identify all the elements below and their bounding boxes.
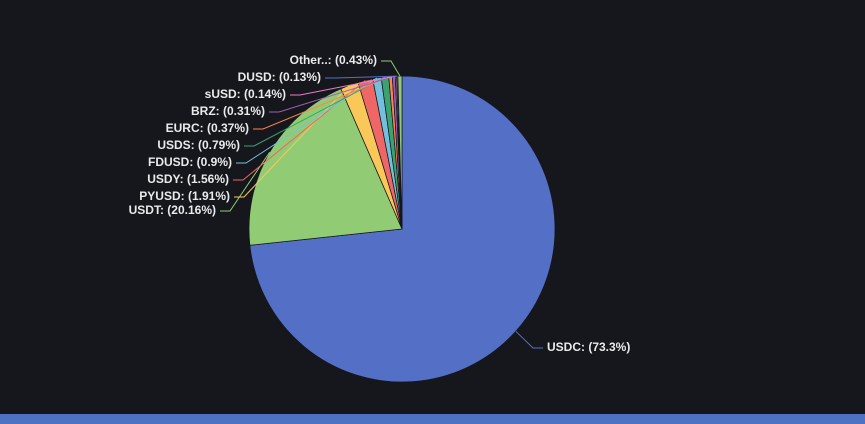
pie-label-susd: sUSD: (0.14%) <box>205 87 286 101</box>
pie-leader-line-usdc <box>515 330 543 349</box>
pie-label-brz: BRZ: (0.31%) <box>191 104 265 118</box>
pie-label-usdc: USDC: (73.3%) <box>547 340 630 354</box>
pie-label-other: Other..: (0.43%) <box>290 53 377 67</box>
pie-label-usds: USDS: (0.79%) <box>157 138 240 152</box>
pie-label-usdt: USDT: (20.16%) <box>129 203 216 217</box>
bottom-progress-bar <box>0 414 865 424</box>
pie-slice-other[interactable] <box>397 75 403 230</box>
pie-leader-line-susd <box>290 75 396 96</box>
pie-leader-line-usdy <box>233 80 366 181</box>
pie-leader-line-dusd <box>325 75 398 79</box>
pie-label-dusd: DUSD: (0.13%) <box>238 70 321 84</box>
pie-label-eurc: EURC: (0.37%) <box>166 121 249 135</box>
pie-label-fdusd: FDUSD: (0.9%) <box>148 155 232 169</box>
pie-leader-line-other <box>381 60 401 77</box>
pie-label-pyusd: PYUSD: (1.91%) <box>139 189 230 203</box>
pie-slice-usdt[interactable] <box>248 88 403 246</box>
pie-leader-line-usds <box>244 76 386 147</box>
pie-leader-line-eurc <box>253 75 391 130</box>
pie-leader-line-fdusd <box>236 77 378 164</box>
pie-leader-line-brz <box>269 75 394 113</box>
pie-leader-line-usdt <box>220 151 271 212</box>
pie-label-usdy: USDY: (1.56%) <box>147 172 229 186</box>
